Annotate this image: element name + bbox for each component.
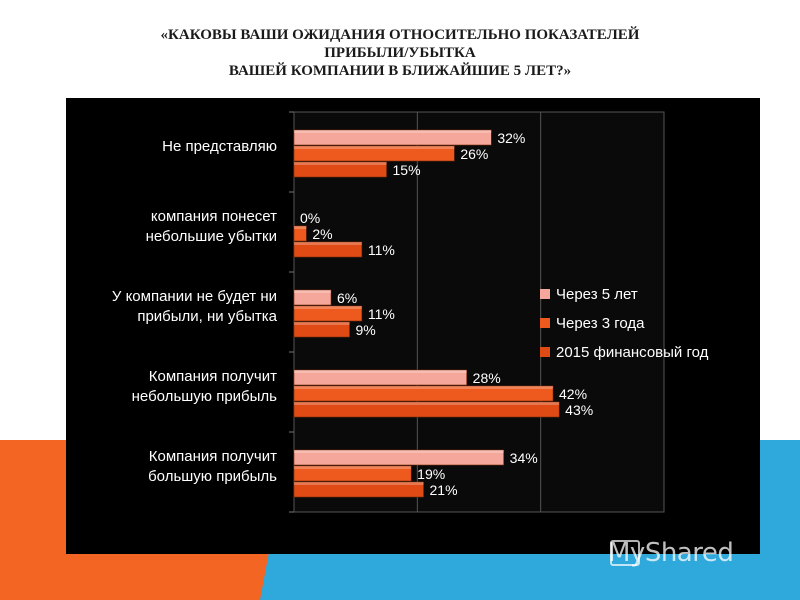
legend-swatch (540, 318, 550, 328)
category-label: Не представляю (162, 138, 277, 155)
bar (293, 161, 387, 178)
category-label: небольшие убытки (146, 228, 277, 245)
category-label: небольшую прибыль (132, 388, 278, 405)
category-label: Компания получит (149, 368, 277, 385)
bar (293, 225, 307, 242)
category-label: У компании не будет ни (112, 288, 277, 305)
bar-highlight (294, 322, 350, 325)
title-line-3: ВАШЕЙ КОМПАНИИ В БЛИЖАЙШИЕ 5 ЛЕТ?» (228, 63, 572, 79)
bar (293, 401, 560, 418)
watermark-icon (610, 540, 640, 566)
bar (293, 369, 467, 386)
watermark-text: MyShared (608, 538, 734, 568)
bar (293, 321, 350, 338)
data-label: 9% (356, 322, 376, 338)
data-label: 32% (497, 130, 525, 146)
bar (293, 289, 332, 306)
data-label: 28% (473, 370, 501, 386)
bar (293, 129, 492, 146)
bar (293, 449, 504, 466)
data-label: 15% (393, 162, 421, 178)
legend-swatch (540, 289, 550, 299)
data-label: 0% (300, 210, 320, 226)
data-label: 21% (430, 482, 458, 498)
slide-title: «КАКОВЫ ВАШИ ОЖИДАНИЯ ОТНОСИТЕЛЬНО ПОКАЗ… (60, 26, 740, 80)
category-label: Компания получит (149, 448, 277, 465)
bar-highlight (294, 242, 362, 245)
data-label: 11% (368, 242, 395, 258)
data-label: 43% (565, 402, 593, 418)
legend-label: Через 3 года (556, 315, 645, 332)
data-label: 2% (312, 226, 332, 242)
bar-highlight (294, 162, 387, 165)
bar-highlight (294, 290, 331, 293)
data-label: 19% (417, 466, 445, 482)
bar-highlight (294, 466, 412, 469)
bar-highlight (294, 482, 424, 485)
category-label: прибыли, ни убытка (137, 308, 277, 325)
bar-highlight (294, 402, 560, 405)
bar-highlight (294, 450, 504, 453)
legend-label: Через 5 лет (556, 286, 638, 303)
legend-swatch (540, 347, 550, 357)
data-label: 34% (510, 450, 538, 466)
data-label: 6% (337, 290, 357, 306)
bar (293, 145, 455, 162)
legend-label: 2015 финансовый год (556, 344, 709, 361)
title-line-2: ПРИБЫЛИ/УБЫТКА (324, 45, 476, 61)
bar-highlight (294, 146, 455, 149)
bar (293, 241, 363, 258)
bar-highlight (294, 226, 307, 229)
category-label: большую прибыль (148, 468, 277, 485)
bar (293, 465, 412, 482)
bar (293, 385, 554, 402)
bar-highlight (294, 306, 362, 309)
bar (293, 305, 363, 322)
bar (293, 481, 424, 498)
data-label: 26% (460, 146, 488, 162)
bar-highlight (294, 370, 467, 373)
bar-highlight (294, 386, 553, 389)
data-label: 11% (368, 306, 395, 322)
title-line-1: «КАКОВЫ ВАШИ ОЖИДАНИЯ ОТНОСИТЕЛЬНО ПОКАЗ… (160, 27, 640, 43)
data-label: 42% (559, 386, 587, 402)
bar-highlight (294, 130, 492, 133)
category-label: компания понесет (151, 208, 277, 225)
